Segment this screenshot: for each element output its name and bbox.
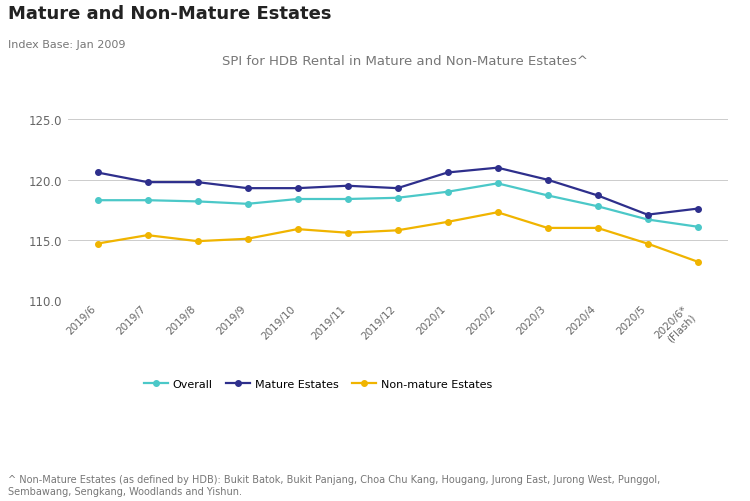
Non-mature Estates [593,225,602,231]
Line: Non-mature Estates: Non-mature Estates [94,210,700,265]
Non-mature Estates [393,228,402,234]
Overall [343,196,352,202]
Non-mature Estates [243,236,252,242]
Overall [393,195,402,201]
Non-mature Estates [543,225,552,231]
Text: Mature and Non-Mature Estates: Mature and Non-Mature Estates [8,5,331,23]
Overall [593,204,602,210]
Non-mature Estates [343,230,352,236]
Overall [243,201,252,207]
Mature Estates [93,170,102,176]
Non-mature Estates [93,241,102,247]
Non-mature Estates [693,259,702,265]
Mature Estates [443,170,452,176]
Line: Mature Estates: Mature Estates [94,165,700,218]
Mature Estates [193,180,202,186]
Non-mature Estates [143,232,152,238]
Overall [443,189,452,195]
Mature Estates [693,206,702,212]
Legend: Overall, Mature Estates, Non-mature Estates: Overall, Mature Estates, Non-mature Esta… [139,375,496,393]
Non-mature Estates [193,238,202,244]
Overall [93,198,102,204]
Mature Estates [143,180,152,186]
Mature Estates [243,186,252,192]
Non-mature Estates [443,219,452,225]
Non-mature Estates [643,241,652,247]
Mature Estates [393,186,402,192]
Overall [193,199,202,205]
Line: Overall: Overall [94,181,700,230]
Text: Index Base: Jan 2009: Index Base: Jan 2009 [8,40,125,50]
Overall [693,224,702,230]
Mature Estates [593,193,602,199]
Non-mature Estates [293,226,302,232]
Mature Estates [493,165,502,171]
Overall [143,198,152,204]
Mature Estates [343,183,352,189]
Text: ^ Non-Mature Estates (as defined by HDB): Bukit Batok, Bukit Panjang, Choa Chu K: ^ Non-Mature Estates (as defined by HDB)… [8,474,660,496]
Mature Estates [293,186,302,192]
Overall [543,193,552,199]
Overall [643,217,652,223]
Overall [293,196,302,202]
Text: SPI for HDB Rental in Mature and Non-Mature Estates^: SPI for HDB Rental in Mature and Non-Mat… [222,55,588,68]
Mature Estates [643,212,652,218]
Non-mature Estates [493,210,502,216]
Mature Estates [543,177,552,183]
Overall [493,181,502,187]
